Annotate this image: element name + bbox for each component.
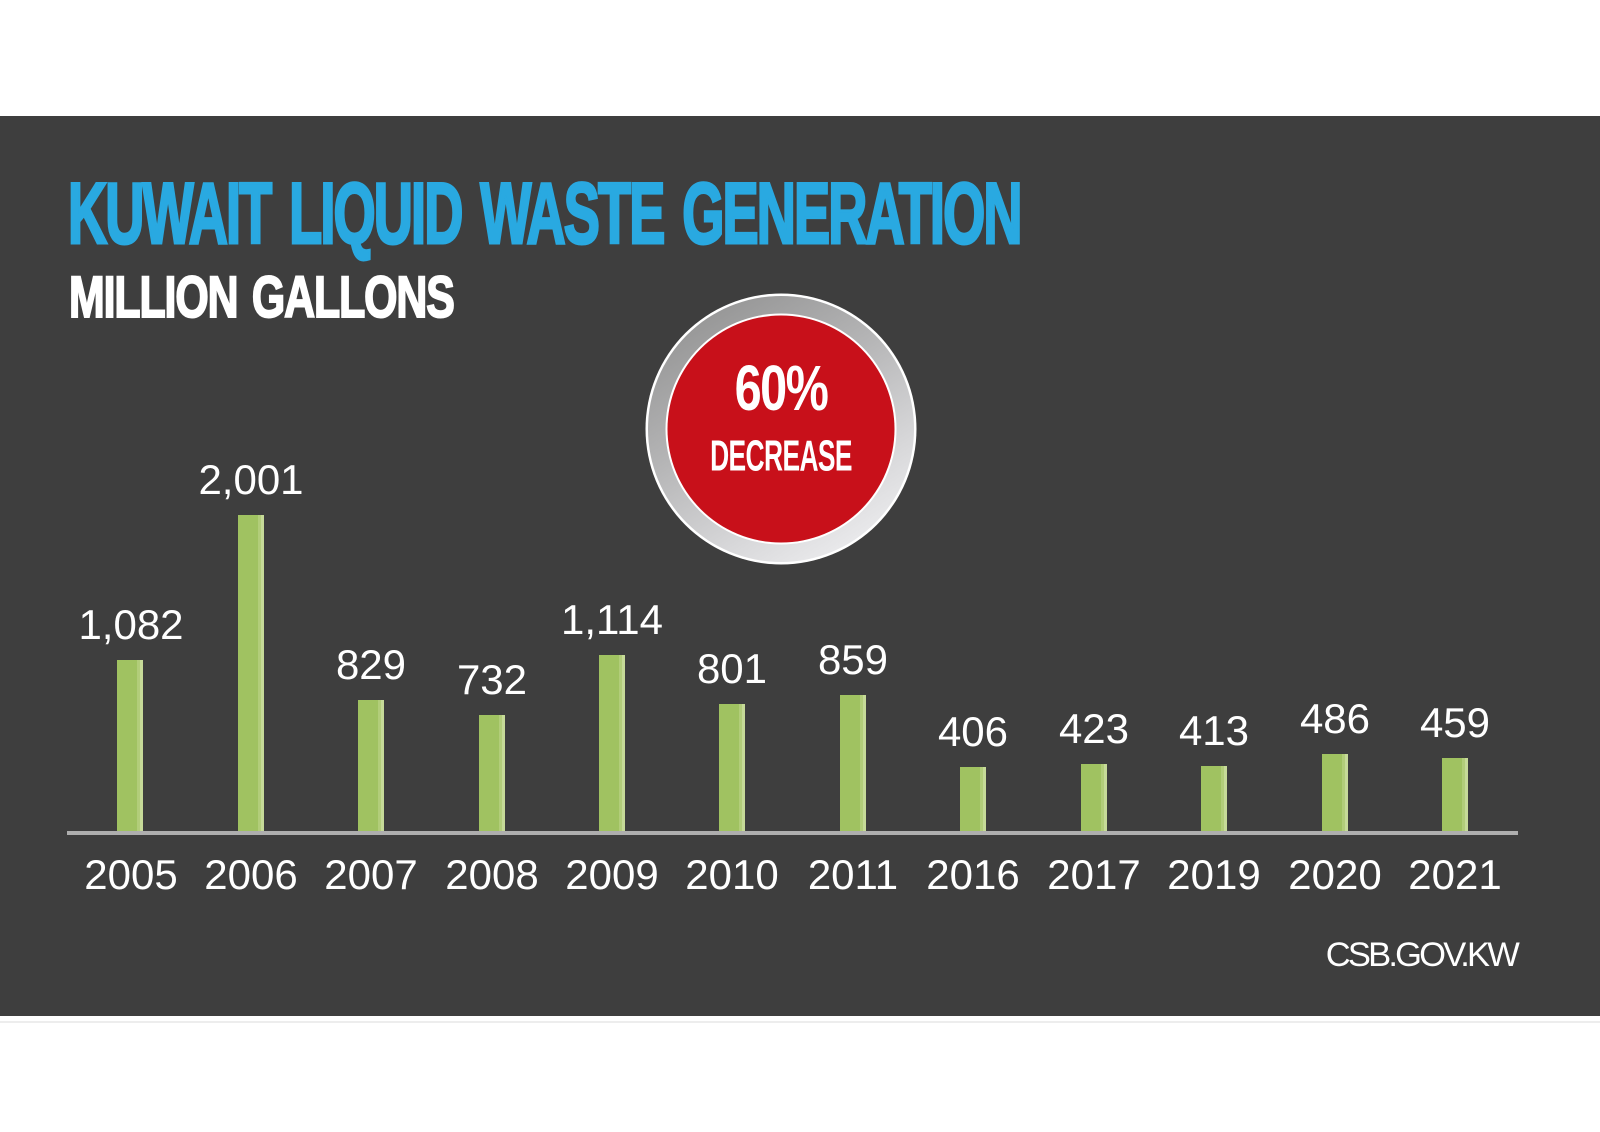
svg-text:60%: 60% [735, 354, 829, 425]
svg-text:DECREASE: DECREASE [710, 430, 852, 480]
